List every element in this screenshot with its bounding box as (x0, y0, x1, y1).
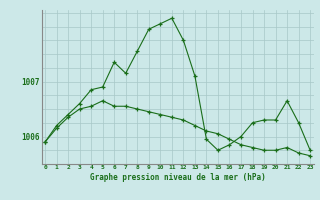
X-axis label: Graphe pression niveau de la mer (hPa): Graphe pression niveau de la mer (hPa) (90, 173, 266, 182)
